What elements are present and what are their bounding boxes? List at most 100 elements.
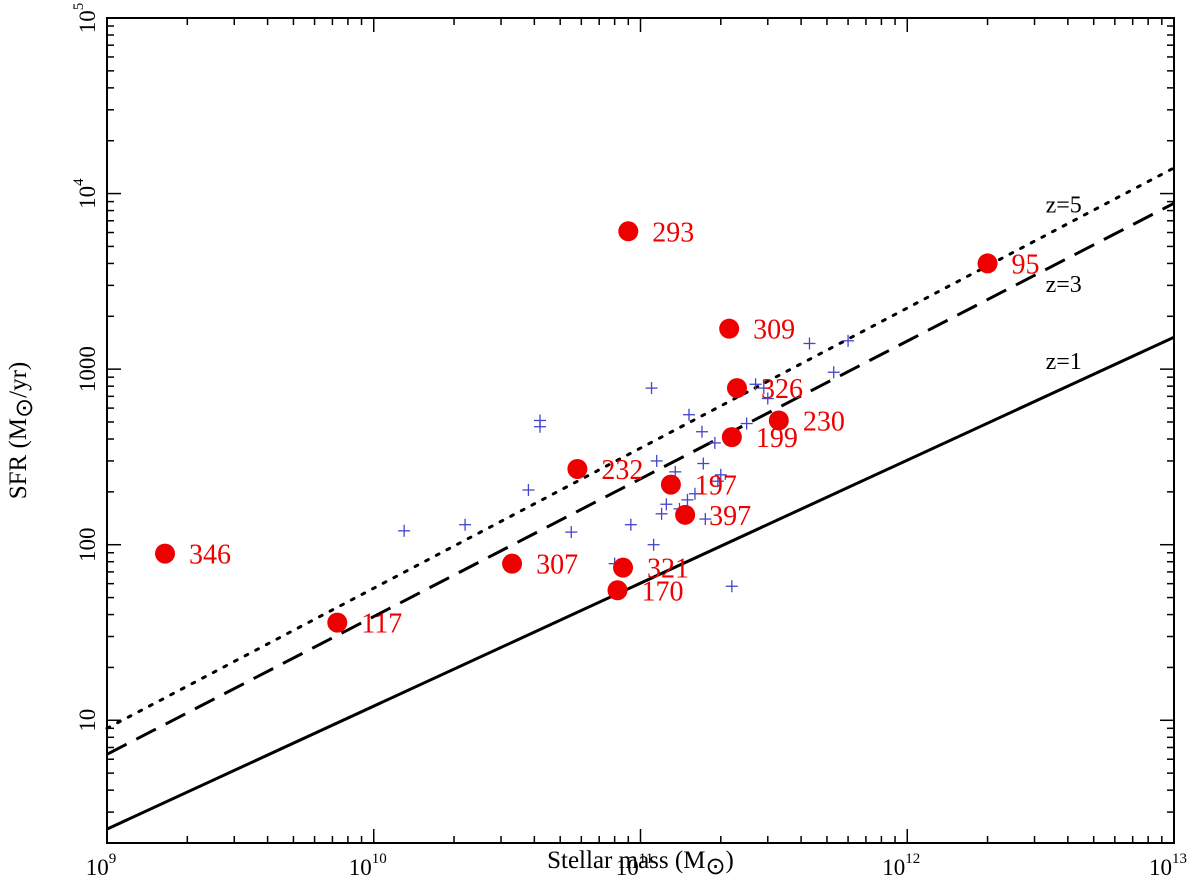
plus-marker bbox=[827, 366, 840, 379]
galaxy-point-label: 321 bbox=[647, 554, 689, 585]
y-tick-exponent: 5 bbox=[71, 3, 87, 11]
galaxy-point-label: 170 bbox=[642, 576, 684, 607]
y-axis-label-text: SFR (M bbox=[5, 418, 32, 499]
plus-marker bbox=[683, 408, 696, 421]
highlighted-galaxy-markers: 3461173072321703212931973973091993262309… bbox=[155, 217, 1040, 640]
x-tick-base: 10 bbox=[349, 855, 372, 880]
plus-marker bbox=[697, 457, 710, 470]
galaxy-point bbox=[675, 504, 696, 525]
x-tick-label: 1012 bbox=[882, 851, 920, 880]
comparison-sample-markers bbox=[398, 334, 855, 593]
galaxy-point-label: 230 bbox=[803, 406, 845, 437]
line-z-3 bbox=[106, 201, 1175, 756]
y-tick-label-text: 10 bbox=[75, 709, 100, 732]
galaxy-point bbox=[502, 553, 523, 574]
y-tick-label-text: 1000 bbox=[75, 346, 100, 392]
galaxy-point bbox=[607, 580, 628, 601]
plot-frame bbox=[106, 17, 1175, 844]
y-tick-label: 104 bbox=[71, 178, 100, 209]
galaxy-point bbox=[327, 612, 348, 633]
plus-marker bbox=[688, 487, 701, 500]
x-tick-label: 1011 bbox=[616, 851, 653, 880]
plus-marker bbox=[761, 392, 774, 405]
x-tick-label: 1013 bbox=[1149, 851, 1187, 880]
plus-marker bbox=[565, 526, 578, 539]
x-tick-label: 1010 bbox=[349, 851, 387, 880]
plus-marker bbox=[711, 475, 724, 488]
galaxy-point-label: 95 bbox=[1012, 249, 1040, 280]
y-tick-label: 105 bbox=[71, 3, 100, 34]
y-tick-base: 10 bbox=[75, 186, 100, 209]
galaxy-point bbox=[618, 221, 639, 242]
plus-marker bbox=[699, 513, 712, 526]
y-tick-label: 1000 bbox=[75, 346, 100, 392]
y-tick-label-text: 100 bbox=[75, 527, 100, 562]
x-axis-sun-symbol: ⊙ bbox=[705, 854, 725, 880]
x-tick-exponent: 11 bbox=[639, 851, 653, 867]
x-tick-exponent: 10 bbox=[372, 851, 387, 867]
line-label-z-3: z=3 bbox=[1046, 272, 1082, 298]
galaxy-point-label: 309 bbox=[753, 315, 795, 346]
y-tick-base: 10 bbox=[75, 10, 100, 33]
x-axis-label-text: Stellar mass (M bbox=[547, 847, 705, 874]
x-tick-base: 10 bbox=[1149, 855, 1172, 880]
galaxy-point bbox=[977, 253, 998, 274]
plus-marker bbox=[534, 414, 547, 427]
galaxy-point bbox=[567, 458, 588, 479]
plus-marker bbox=[725, 580, 738, 593]
line-z-1 bbox=[106, 335, 1175, 831]
plus-marker bbox=[740, 417, 753, 430]
x-tick-exponent: 9 bbox=[109, 851, 117, 867]
x-tick-base: 10 bbox=[86, 855, 109, 880]
galaxy-point bbox=[719, 318, 740, 339]
plus-marker bbox=[708, 436, 721, 449]
plus-marker bbox=[660, 498, 673, 511]
galaxy-point bbox=[613, 557, 634, 578]
plus-marker bbox=[803, 337, 816, 350]
galaxy-point-label: 397 bbox=[709, 501, 751, 532]
plus-marker bbox=[624, 518, 637, 531]
line-label-z-5: z=5 bbox=[1046, 193, 1082, 219]
x-tick-exponent: 12 bbox=[905, 851, 920, 867]
redshift-lines: z=1 z=3 z=5 bbox=[105, 166, 1176, 831]
galaxy-point bbox=[768, 410, 789, 431]
y-tick-label: 10 bbox=[75, 709, 100, 732]
x-tick-base: 10 bbox=[882, 855, 905, 880]
line-label-z-1: z=1 bbox=[1046, 349, 1082, 375]
y-axis-label: SFR (M⊙/yr) bbox=[5, 362, 38, 500]
y-axis-sun-symbol: ⊙ bbox=[12, 398, 38, 418]
galaxy-point-label: 346 bbox=[189, 540, 231, 571]
plus-marker bbox=[459, 518, 472, 531]
plus-marker bbox=[655, 507, 668, 520]
galaxy-point-label: 232 bbox=[601, 455, 643, 486]
galaxy-point bbox=[721, 427, 742, 448]
x-tick-exponent: 13 bbox=[1172, 851, 1187, 867]
x-axis-label-suffix: ) bbox=[726, 847, 734, 874]
plus-marker bbox=[695, 425, 708, 438]
galaxy-point bbox=[660, 474, 681, 495]
line-z-5 bbox=[105, 166, 1176, 730]
plus-marker bbox=[645, 382, 658, 395]
plus-marker bbox=[522, 483, 535, 496]
y-tick-exponent: 4 bbox=[71, 178, 87, 186]
x-tick-base: 10 bbox=[616, 855, 639, 880]
plus-marker bbox=[714, 468, 727, 481]
plus-marker bbox=[681, 493, 694, 506]
plus-marker bbox=[647, 538, 660, 551]
plus-marker bbox=[398, 524, 411, 537]
y-axis-label-suffix: /yr) bbox=[5, 362, 32, 398]
galaxy-point-label: 117 bbox=[361, 609, 402, 640]
y-tick-label: 100 bbox=[75, 527, 100, 562]
x-axis-label: Stellar mass (M⊙) bbox=[547, 847, 734, 880]
galaxy-point-label: 293 bbox=[652, 217, 694, 248]
galaxy-point-label: 197 bbox=[695, 471, 737, 502]
galaxy-point bbox=[726, 378, 747, 399]
plus-marker bbox=[650, 454, 663, 467]
x-tick-label: 109 bbox=[86, 851, 117, 880]
galaxy-point-label: 326 bbox=[761, 374, 803, 405]
galaxy-point bbox=[155, 543, 176, 564]
plus-marker bbox=[757, 382, 770, 395]
plus-marker bbox=[749, 378, 762, 391]
